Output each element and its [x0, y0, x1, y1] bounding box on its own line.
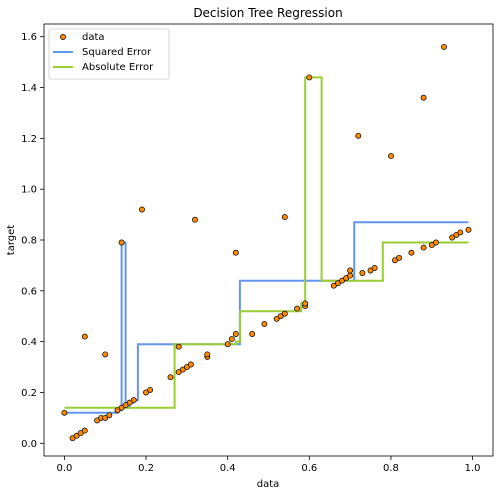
data-point	[347, 272, 354, 279]
data-point	[371, 265, 378, 271]
data-point	[302, 300, 309, 307]
x-tick-label: 0.0	[56, 463, 72, 474]
data-point	[183, 364, 190, 371]
legend-label-squared-error: Squared Error	[82, 47, 152, 58]
data-point	[61, 409, 68, 416]
data-point	[130, 397, 137, 404]
data-point	[187, 361, 194, 368]
y-tick-label: 1.6	[21, 32, 37, 43]
x-tick-label: 0.6	[301, 463, 317, 474]
x-tick-label: 0.4	[220, 463, 236, 474]
y-tick-label: 0.2	[21, 388, 37, 399]
legend: data Squared Error Absolute Error	[48, 28, 170, 80]
y-tick-label: 0.0	[21, 439, 37, 450]
data-point	[359, 270, 366, 276]
data-point	[143, 389, 149, 396]
data-point	[457, 229, 464, 236]
data-point	[102, 351, 109, 358]
data-point	[408, 249, 415, 256]
x-tick-label: 1.0	[465, 463, 481, 474]
y-tick-label: 0.4	[21, 337, 37, 348]
data-point	[232, 331, 239, 337]
data-point	[273, 315, 280, 322]
y-tick-label: 0.8	[21, 236, 37, 247]
data-point	[175, 343, 182, 350]
data-points	[61, 43, 472, 442]
chart-title: Decision Tree Regression	[193, 6, 342, 20]
data-point	[355, 132, 362, 139]
data-point	[81, 427, 88, 434]
y-axis-ticks: 0.0 0.2 0.4 0.6 0.8 1.0 1.2 1.4 1.6	[21, 32, 44, 450]
data-point	[281, 214, 288, 221]
legend-box	[48, 28, 170, 80]
data-point	[73, 432, 80, 439]
x-axis-label: data	[257, 479, 280, 490]
series-line-absolute-error	[64, 76, 469, 409]
data-point	[420, 244, 427, 251]
data-point	[347, 267, 354, 274]
data-point	[114, 407, 121, 414]
data-point	[388, 153, 394, 160]
data-point	[261, 320, 268, 327]
data-point	[339, 277, 345, 284]
data-point	[118, 239, 125, 246]
data-point	[232, 249, 239, 256]
data-point	[420, 94, 427, 101]
x-tick-label: 0.2	[138, 463, 154, 474]
y-tick-label: 1.2	[21, 134, 37, 145]
data-point	[106, 412, 113, 419]
data-point	[465, 226, 472, 233]
data-point	[294, 305, 301, 312]
data-point	[122, 402, 129, 409]
x-axis-ticks: 0.0 0.2 0.4 0.6 0.8 1.0	[56, 456, 481, 474]
x-tick-label: 0.8	[383, 463, 399, 474]
y-tick-label: 1.0	[21, 185, 37, 196]
data-point	[167, 374, 174, 381]
data-point	[306, 74, 313, 81]
data-point	[204, 351, 211, 358]
data-point	[81, 333, 88, 340]
y-tick-label: 1.4	[21, 83, 37, 94]
y-axis-label: target	[6, 225, 17, 255]
data-point	[441, 43, 447, 50]
data-point	[432, 239, 439, 246]
data-point	[192, 216, 198, 223]
data-point	[396, 254, 403, 261]
data-point	[428, 242, 435, 249]
y-tick-label: 0.6	[21, 286, 37, 297]
data-point	[102, 414, 109, 421]
legend-marker-data	[60, 34, 66, 40]
data-point	[224, 341, 231, 348]
legend-label-absolute-error: Absolute Error	[82, 62, 154, 73]
data-point	[139, 206, 145, 213]
data-point	[147, 386, 154, 393]
data-point	[449, 234, 456, 241]
data-point	[281, 310, 288, 317]
plot-area	[43, 23, 494, 457]
data-point	[249, 331, 256, 337]
legend-label-data: data	[82, 32, 105, 43]
data-point	[228, 336, 235, 343]
